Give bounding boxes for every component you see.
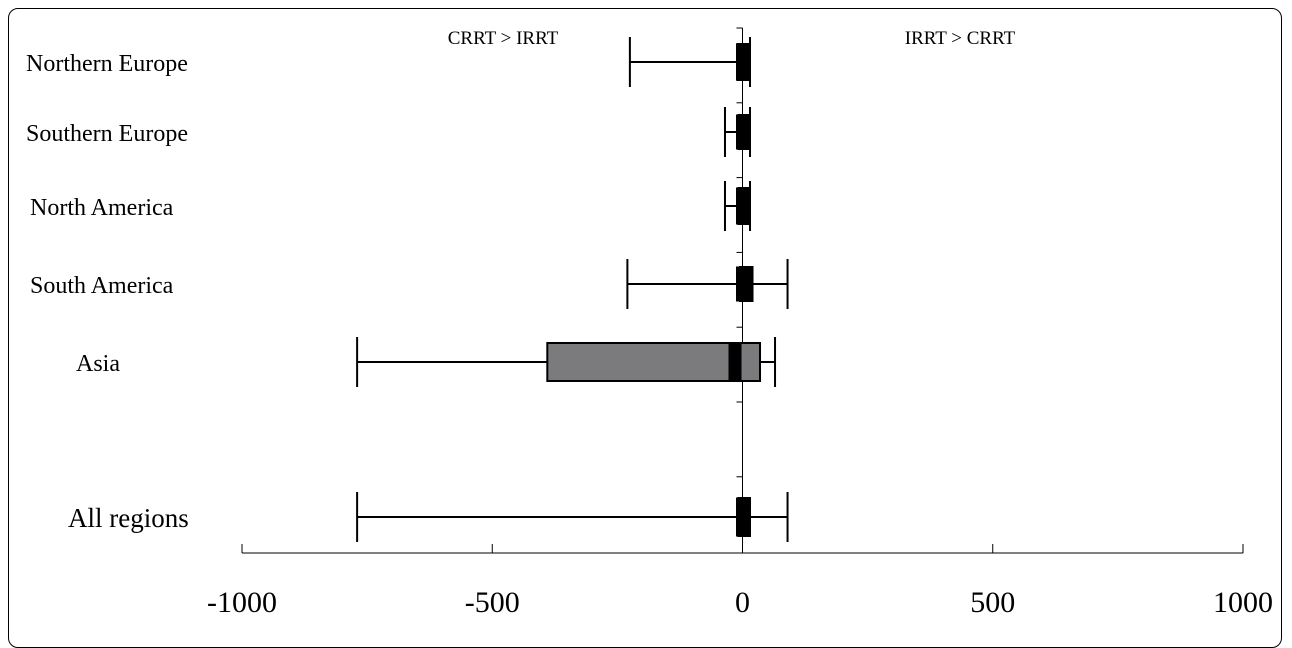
x-tick-label: 500 [970, 586, 1015, 619]
box-all-regions [356, 492, 789, 542]
box-north-america [723, 181, 752, 231]
median-marker [736, 187, 749, 225]
median-marker [728, 342, 742, 382]
x-tick-label: -1000 [207, 586, 277, 619]
box-south-america [626, 259, 789, 309]
annotation-right: IRRT > CRRT [905, 28, 1016, 49]
box-plot-chart: CRRT > IRRT IRRT > CRRT -1000 -500 0 500 100… [26, 27, 1273, 619]
box-northern-europe [628, 37, 752, 87]
x-tick-label: 0 [735, 586, 750, 619]
box-southern-europe [723, 107, 752, 157]
median-marker [736, 114, 749, 150]
median-marker [736, 497, 749, 537]
category-label: South America [30, 273, 174, 299]
x-tick-label: 1000 [1213, 586, 1273, 619]
iqr-box [546, 342, 762, 382]
category-label: Asia [76, 351, 120, 377]
category-label: North America [30, 195, 174, 221]
median-marker [736, 43, 749, 81]
category-labels: Northern Europe Southern Europe North Amer… [26, 51, 189, 533]
x-tick-label: -500 [465, 586, 520, 619]
box-asia [356, 337, 777, 387]
median-marker [736, 266, 749, 302]
chart-frame [8, 8, 1282, 648]
annotation-left: CRRT > IRRT [448, 28, 559, 49]
category-label: All regions [68, 503, 189, 533]
category-label: Southern Europe [26, 121, 188, 147]
category-label: Northern Europe [26, 51, 188, 77]
box-series [356, 37, 789, 542]
